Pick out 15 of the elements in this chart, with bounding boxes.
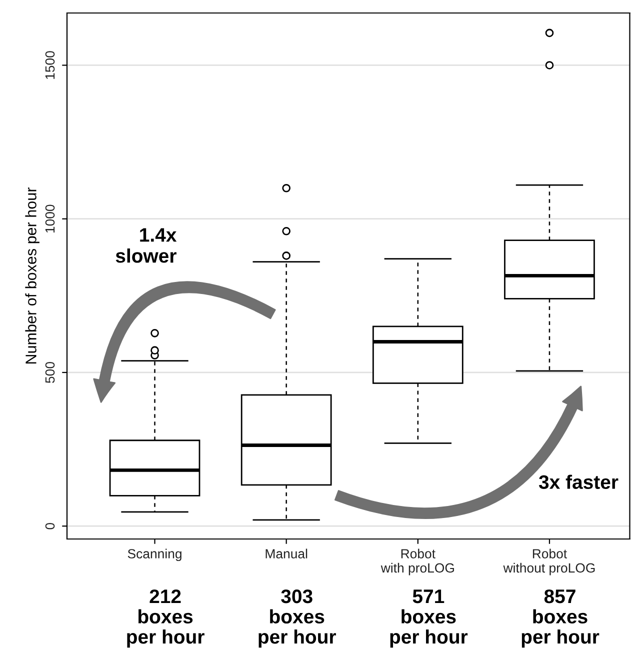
annotation: 3x faster: [538, 474, 618, 490]
annotation: 1.4x slower: [116, 228, 177, 263]
y-axis-title: Number of boxes per hour: [25, 188, 40, 364]
x-tick-label: Robot without proLOG: [503, 548, 595, 576]
y-tick-label: 1000: [45, 204, 55, 233]
text: 857 boxes per hour: [522, 589, 600, 648]
y-tick-label: 0: [45, 522, 55, 530]
x-tick-label: Robot with proLOG: [380, 548, 454, 576]
text: 212 boxes per hour: [127, 589, 204, 648]
x-tick-label: Manual: [266, 548, 308, 558]
text: 571 boxes per hour: [390, 590, 468, 648]
y-tick-label: 1500: [45, 51, 55, 79]
x-tick-label: Scanning: [128, 548, 182, 562]
text: 303 boxes per hour: [258, 589, 336, 648]
y-tick-label: 500: [45, 362, 55, 383]
